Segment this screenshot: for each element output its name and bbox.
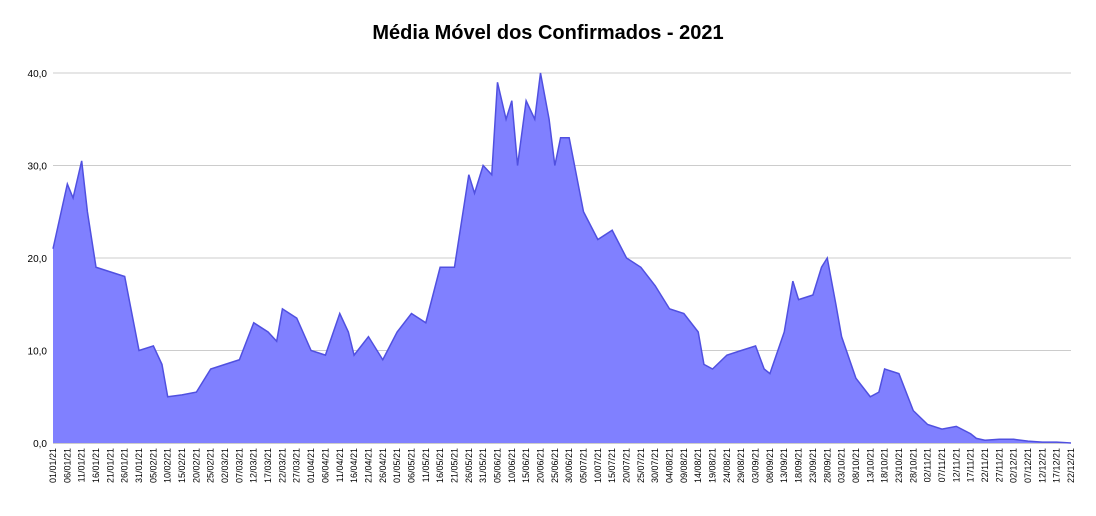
x-tick-label: 01/05/21 (392, 448, 402, 483)
x-tick-label: 10/06/21 (507, 448, 517, 483)
y-tick-label: 20,0 (28, 254, 48, 265)
x-tick-label: 22/12/21 (1066, 448, 1076, 483)
x-tick-label: 05/06/21 (493, 448, 503, 483)
series-area (53, 73, 1071, 443)
x-tick-label: 16/01/21 (91, 448, 101, 483)
x-tick-label: 25/07/21 (636, 448, 646, 483)
x-tick-label: 17/03/21 (263, 448, 273, 483)
x-tick-label: 10/02/21 (163, 448, 173, 483)
x-tick-label: 12/12/21 (1037, 448, 1047, 483)
x-tick-label: 25/06/21 (550, 448, 560, 483)
x-tick-label: 11/04/21 (335, 448, 345, 482)
x-tick-label: 21/05/21 (450, 448, 460, 483)
x-tick-label: 20/06/21 (536, 448, 546, 483)
x-tick-label: 08/09/21 (765, 448, 775, 483)
x-tick-label: 27/11/21 (994, 448, 1004, 482)
x-tick-label: 26/05/21 (464, 448, 474, 483)
y-tick-label: 10,0 (28, 347, 48, 358)
x-tick-label: 08/10/21 (851, 448, 861, 483)
x-tick-label: 25/02/21 (206, 448, 216, 483)
x-tick-label: 06/04/21 (320, 448, 330, 483)
x-tick-label: 27/03/21 (292, 448, 302, 483)
x-tick-label: 17/12/21 (1052, 448, 1062, 483)
x-tick-label: 16/04/21 (349, 448, 359, 483)
x-tick-label: 15/06/21 (521, 448, 531, 483)
x-tick-label: 28/09/21 (822, 448, 832, 483)
x-tick-label: 21/01/21 (105, 448, 115, 483)
x-tick-label: 03/10/21 (837, 448, 847, 483)
x-tick-label: 26/01/21 (120, 448, 130, 483)
x-tick-label: 20/02/21 (191, 448, 201, 483)
x-tick-label: 26/04/21 (378, 448, 388, 483)
x-tick-label: 04/08/21 (665, 448, 675, 483)
x-tick-label: 23/10/21 (894, 448, 904, 483)
y-tick-label: 0,0 (33, 439, 47, 450)
x-tick-label: 09/08/21 (679, 448, 689, 483)
x-tick-label: 02/03/21 (220, 448, 230, 483)
x-tick-label: 28/10/21 (908, 448, 918, 483)
x-tick-label: 12/11/21 (951, 448, 961, 482)
x-tick-label: 29/08/21 (736, 448, 746, 483)
x-tick-label: 30/06/21 (564, 448, 574, 483)
x-tick-label: 01/04/21 (306, 448, 316, 483)
x-tick-label: 15/02/21 (177, 448, 187, 483)
x-tick-label: 07/11/21 (937, 448, 947, 482)
x-tick-label: 10/07/21 (593, 448, 603, 483)
x-tick-label: 13/09/21 (779, 448, 789, 483)
x-tick-label: 05/02/21 (148, 448, 158, 483)
x-tick-label: 06/01/21 (62, 448, 72, 483)
x-tick-label: 14/08/21 (693, 448, 703, 483)
x-tick-label: 16/05/21 (435, 448, 445, 483)
x-tick-label: 24/08/21 (722, 448, 732, 483)
x-tick-label: 17/11/21 (966, 448, 976, 482)
x-tick-label: 01/01/21 (48, 448, 58, 483)
x-tick-label: 15/07/21 (607, 448, 617, 483)
x-tick-label: 02/11/21 (923, 448, 933, 482)
x-tick-label: 03/09/21 (751, 448, 761, 483)
x-tick-label: 18/09/21 (794, 448, 804, 483)
x-tick-label: 31/01/21 (134, 448, 144, 483)
x-tick-label: 21/04/21 (363, 448, 373, 483)
y-tick-label: 40,0 (28, 69, 48, 80)
x-tick-label: 22/03/21 (277, 448, 287, 483)
series-line (52, 72, 1072, 444)
chart-title: Média Móvel dos Confirmados - 2021 (372, 22, 724, 44)
x-tick-label: 31/05/21 (478, 448, 488, 483)
x-tick-label: 20/07/21 (622, 448, 632, 483)
x-tick-label: 19/08/21 (708, 448, 718, 483)
x-tick-label: 13/10/21 (865, 448, 875, 483)
x-tick-label: 07/12/21 (1023, 448, 1033, 483)
x-tick-label: 11/01/21 (77, 448, 87, 482)
x-tick-label: 30/07/21 (650, 448, 660, 483)
x-tick-label: 18/10/21 (880, 448, 890, 483)
x-tick-label: 12/03/21 (249, 448, 259, 483)
x-tick-label: 05/07/21 (579, 448, 589, 483)
x-tick-label: 22/11/21 (980, 448, 990, 482)
x-tick-label: 11/05/21 (421, 448, 431, 482)
x-tick-label: 07/03/21 (234, 448, 244, 483)
x-tick-label: 02/12/21 (1009, 448, 1019, 483)
x-tick-label: 23/09/21 (808, 448, 818, 483)
x-tick-label: 06/05/21 (407, 448, 417, 483)
y-tick-label: 30,0 (28, 162, 48, 173)
